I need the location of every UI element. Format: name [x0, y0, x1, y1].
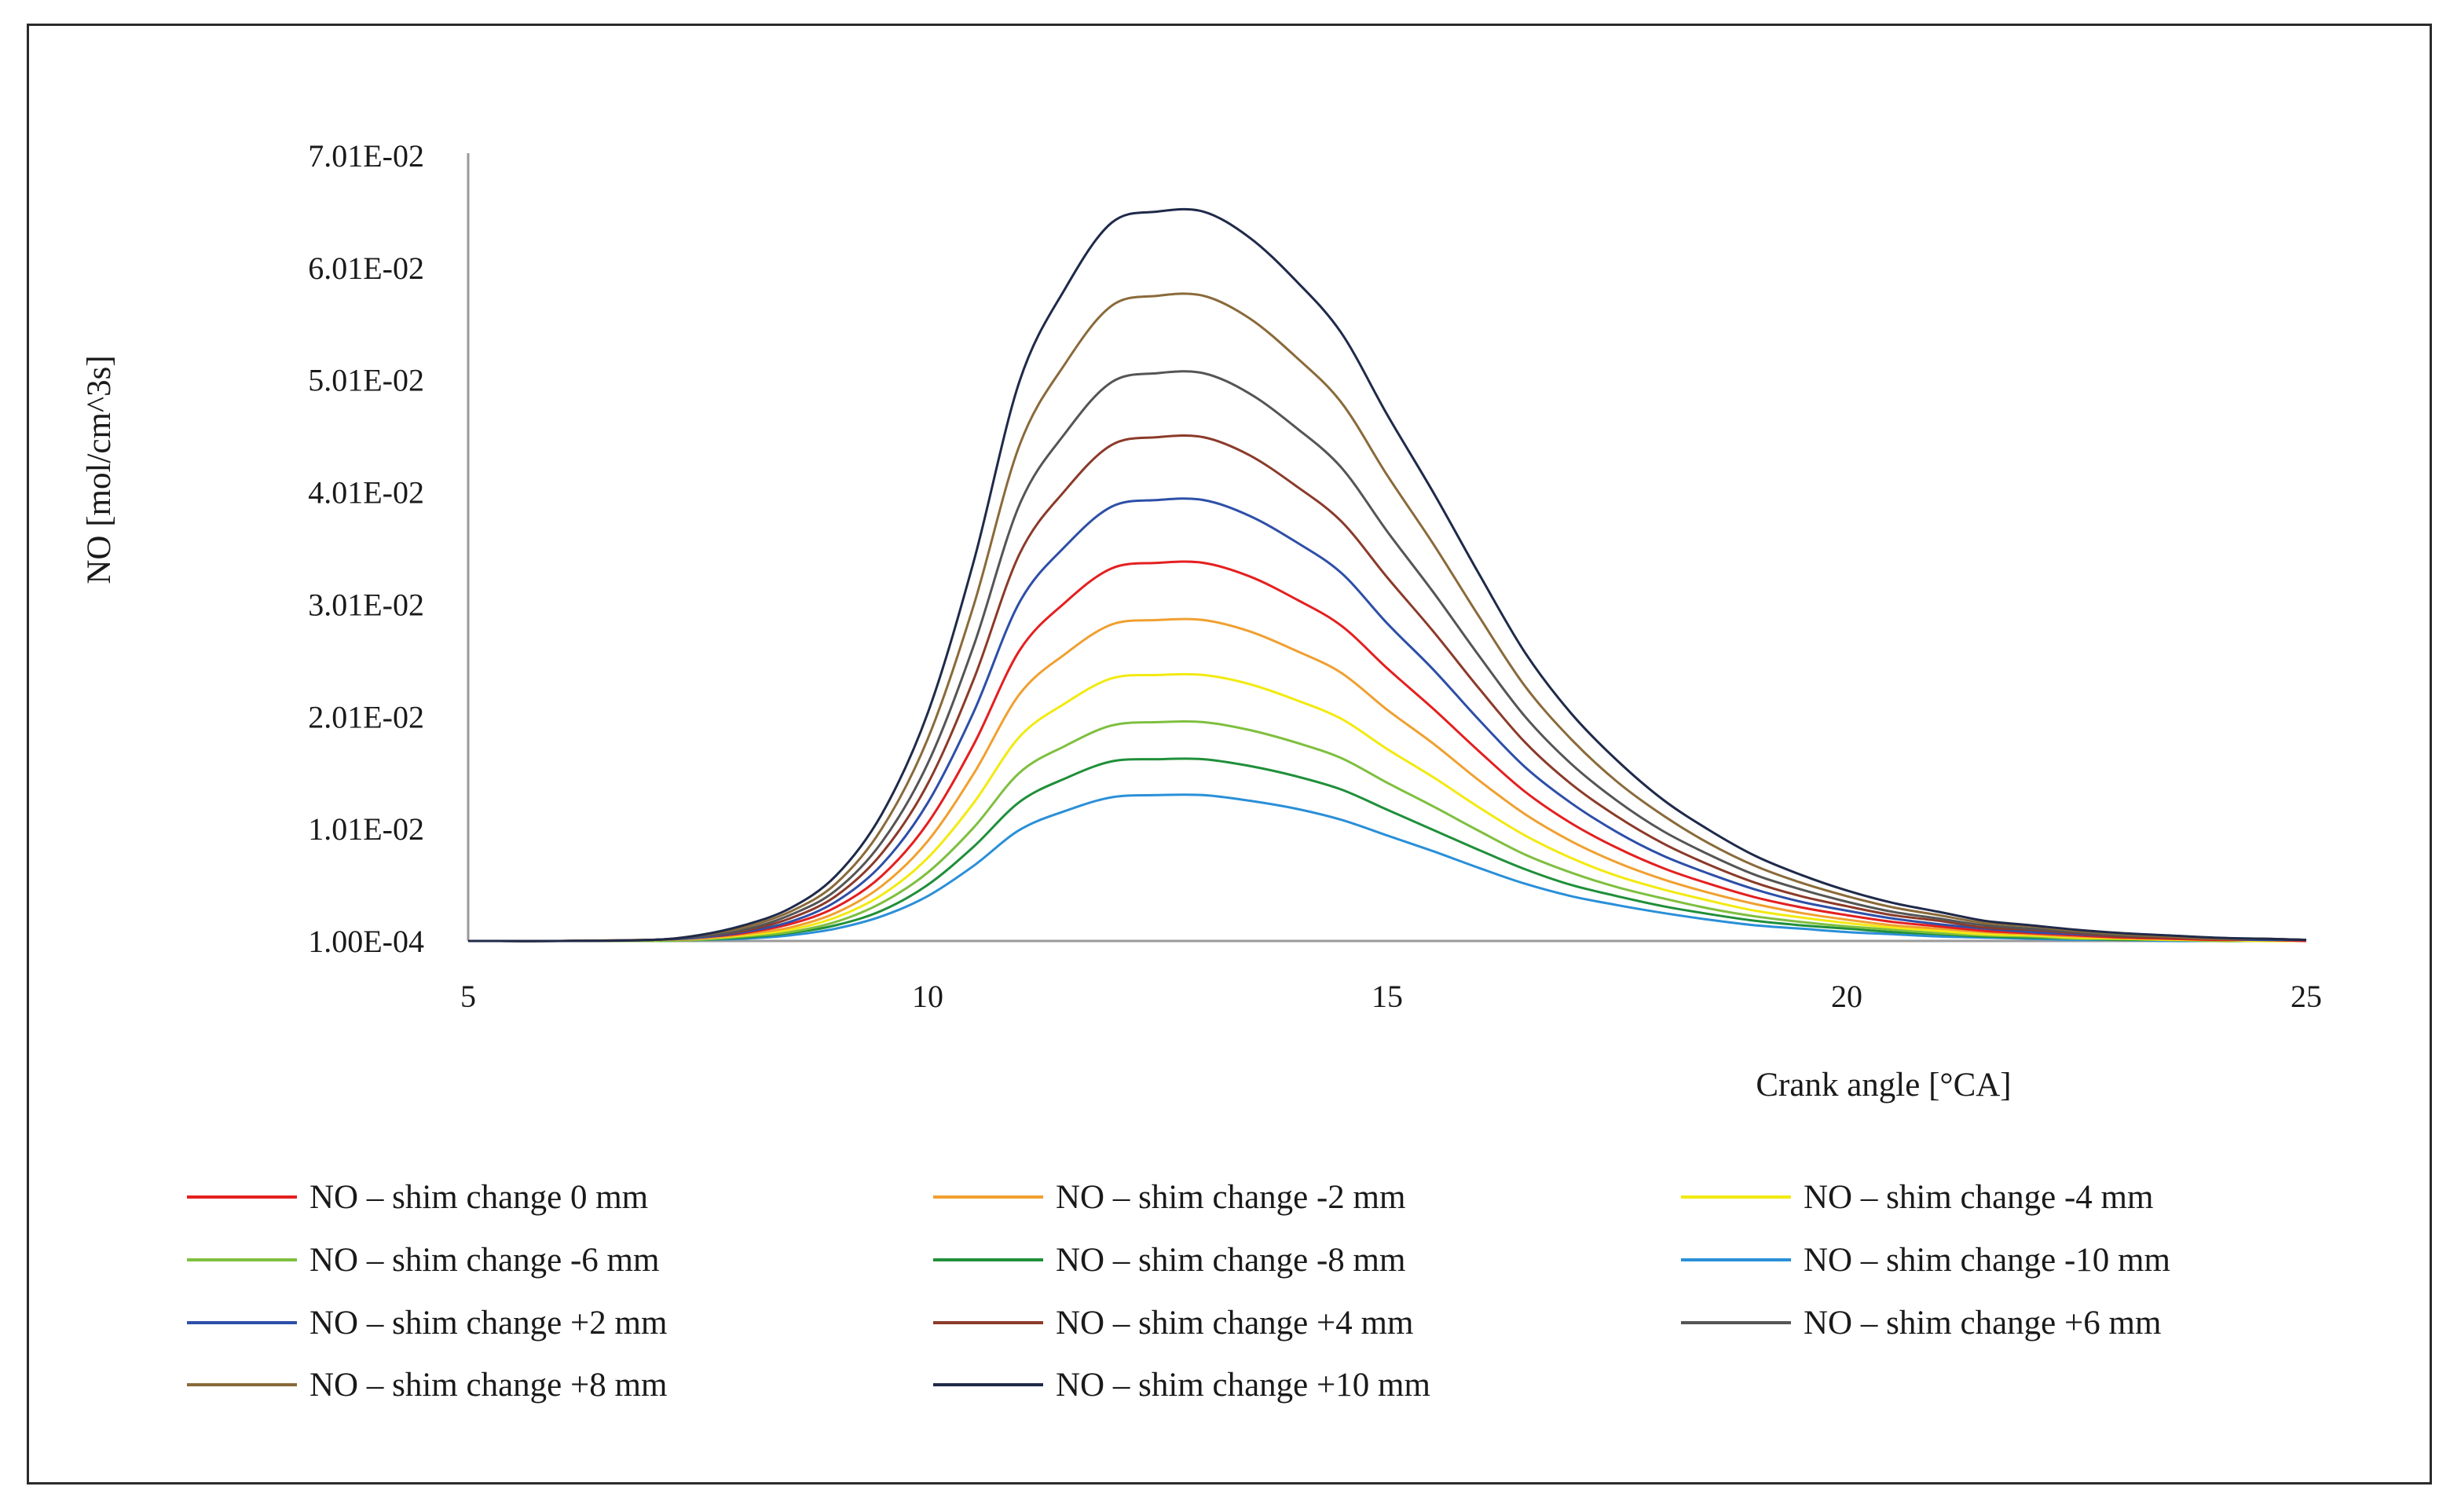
- y-tick-label: 1.01E-02: [308, 811, 424, 847]
- series-line: [467, 292, 2307, 943]
- x-tick-label: 5: [460, 979, 476, 1014]
- legend-label: NO – shim change +4 mm: [1056, 1305, 1413, 1342]
- legend-item: NO – shim change -2 mm: [933, 1179, 1405, 1216]
- series-line: [468, 720, 2306, 943]
- chart-frame: [27, 24, 2432, 1485]
- legend-label: NO – shim change +2 mm: [309, 1305, 667, 1342]
- legend-label: NO – shim change 0 mm: [309, 1179, 648, 1216]
- legend-item: NO – shim change 0 mm: [187, 1179, 648, 1216]
- legend-label: NO – shim change -10 mm: [1804, 1242, 2170, 1279]
- y-tick-label: 5.01E-02: [308, 363, 424, 398]
- y-tick-label: 4.01E-02: [308, 475, 424, 511]
- x-tick-label: 25: [2291, 979, 2322, 1014]
- series-line: [467, 672, 2307, 943]
- series-line: [467, 370, 2307, 943]
- x-axis-label: Crank angle [°CA]: [1756, 1067, 2011, 1104]
- legend-item: NO – shim change +8 mm: [187, 1367, 667, 1404]
- y-tick-label: 6.01E-02: [308, 251, 424, 286]
- legend-label: NO – shim change +8 mm: [309, 1367, 667, 1404]
- legend: NO – shim change 0 mm NO – shim change -2…: [187, 1179, 2170, 1404]
- legend-item: NO – shim change +4 mm: [933, 1305, 1413, 1342]
- series-line: [467, 207, 2307, 943]
- legend-item: NO – shim change -6 mm: [187, 1242, 659, 1279]
- y-tick-label: 3.01E-02: [308, 587, 424, 622]
- legend-item: NO – shim change -8 mm: [933, 1242, 1405, 1279]
- series-line: [467, 434, 2307, 943]
- series-lines: [467, 207, 2307, 943]
- x-tick-labels: 5 10 15 20 25: [460, 979, 2322, 1014]
- legend-label: NO – shim change +10 mm: [1056, 1367, 1430, 1404]
- x-tick-label: 20: [1831, 979, 1862, 1014]
- y-tick-label: 2.01E-02: [308, 699, 424, 734]
- series-line: [467, 497, 2307, 943]
- legend-item: NO – shim change +6 mm: [1681, 1305, 2161, 1342]
- legend-label: NO – shim change -4 mm: [1804, 1179, 2153, 1216]
- legend-label: NO – shim change -2 mm: [1056, 1179, 1405, 1216]
- legend-item: NO – shim change -10 mm: [1681, 1242, 2170, 1279]
- series-line: [468, 793, 2306, 943]
- y-tick-labels: 1.00E-04 1.01E-02 2.01E-02 3.01E-02 4.01E-02…: [308, 138, 424, 959]
- y-tick-label: 7.01E-02: [308, 138, 424, 174]
- legend-label: NO – shim change -6 mm: [309, 1242, 659, 1279]
- series-line: [467, 560, 2307, 943]
- legend-label: NO – shim change -8 mm: [1056, 1242, 1405, 1279]
- series-line: [468, 757, 2306, 943]
- x-tick-label: 10: [912, 979, 943, 1014]
- legend-item: NO – shim change +2 mm: [187, 1305, 667, 1342]
- y-tick-label: 1.00E-04: [308, 924, 424, 959]
- legend-item: NO – shim change -4 mm: [1681, 1179, 2153, 1216]
- x-tick-label: 15: [1371, 979, 1403, 1014]
- y-axis-label: NO [mol/cm^3s]: [81, 355, 118, 584]
- axes: [467, 153, 2306, 943]
- legend-item: NO – shim change +10 mm: [933, 1367, 1430, 1404]
- legend-label: NO – shim change +6 mm: [1804, 1305, 2161, 1342]
